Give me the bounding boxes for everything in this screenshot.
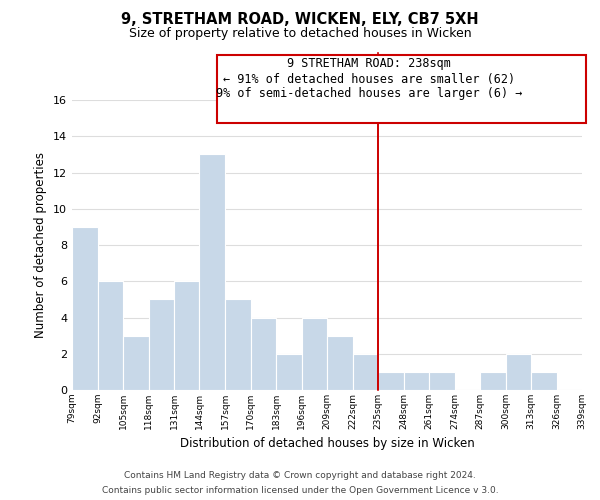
- Text: Contains public sector information licensed under the Open Government Licence v : Contains public sector information licen…: [101, 486, 499, 495]
- Bar: [72, 227, 97, 390]
- Bar: [429, 372, 455, 390]
- Bar: [251, 318, 276, 390]
- Bar: [327, 336, 353, 390]
- Text: 9, STRETHAM ROAD, WICKEN, ELY, CB7 5XH: 9, STRETHAM ROAD, WICKEN, ELY, CB7 5XH: [121, 12, 479, 28]
- Bar: [582, 372, 600, 390]
- Bar: [404, 372, 429, 390]
- Bar: [149, 300, 174, 390]
- Bar: [480, 372, 505, 390]
- Text: 9 STRETHAM ROAD: 238sqm
← 91% of detached houses are smaller (62)
9% of semi-det: 9 STRETHAM ROAD: 238sqm ← 91% of detache…: [216, 58, 522, 100]
- Bar: [276, 354, 302, 390]
- Bar: [123, 336, 149, 390]
- Bar: [225, 300, 251, 390]
- Bar: [199, 154, 225, 390]
- Text: Size of property relative to detached houses in Wicken: Size of property relative to detached ho…: [128, 28, 472, 40]
- Y-axis label: Number of detached properties: Number of detached properties: [34, 152, 47, 338]
- Bar: [353, 354, 378, 390]
- Bar: [531, 372, 557, 390]
- Bar: [378, 372, 404, 390]
- Bar: [97, 281, 123, 390]
- X-axis label: Distribution of detached houses by size in Wicken: Distribution of detached houses by size …: [179, 438, 475, 450]
- Bar: [302, 318, 327, 390]
- Bar: [174, 281, 199, 390]
- Bar: [505, 354, 531, 390]
- Text: Contains HM Land Registry data © Crown copyright and database right 2024.: Contains HM Land Registry data © Crown c…: [124, 471, 476, 480]
